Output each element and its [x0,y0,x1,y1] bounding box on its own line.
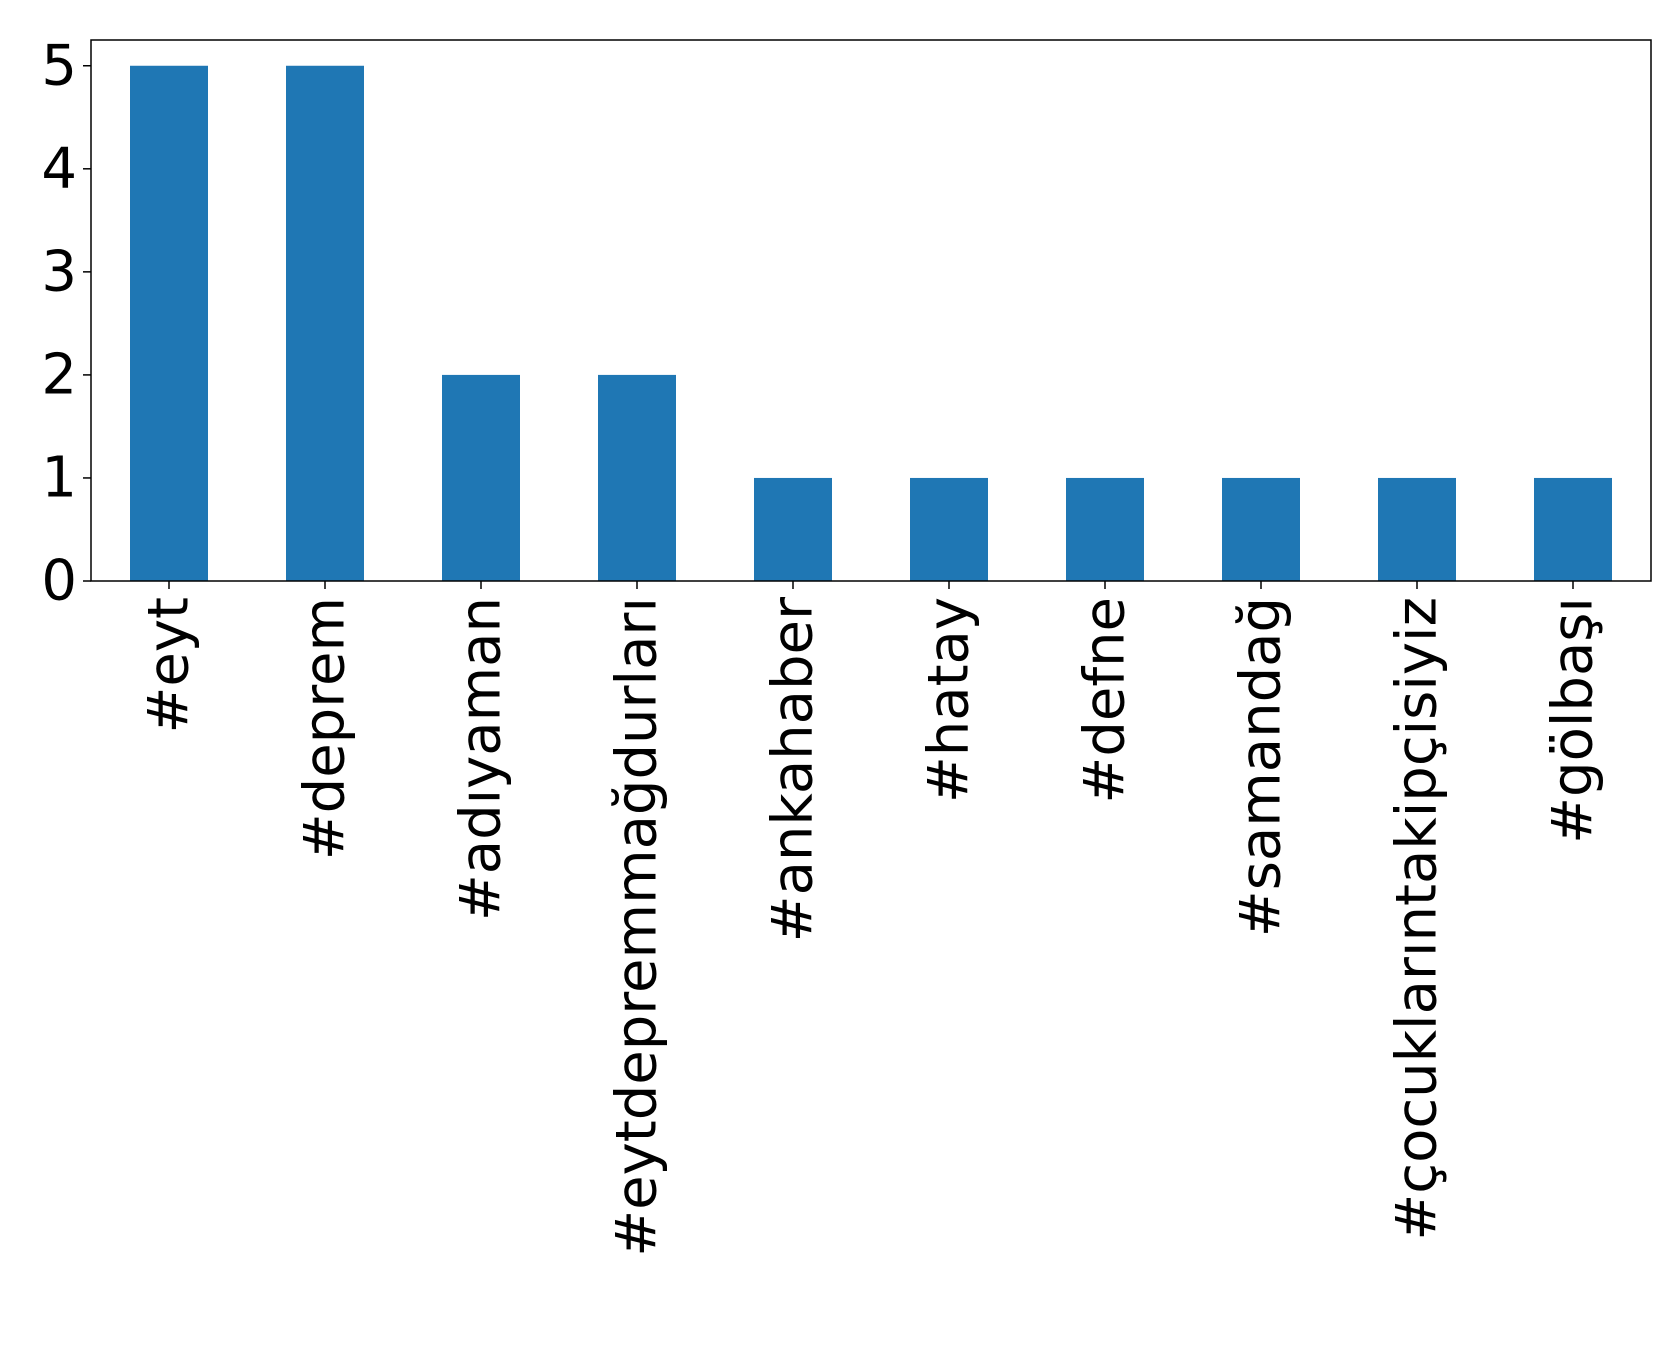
y-axis-ticks: 0 1 2 3 4 5 [41,33,91,614]
bar-1 [130,65,208,581]
x-tick-label: #hatay [917,597,982,803]
y-tick-label: 2 [41,342,77,407]
x-tick-label: #samandağ [1229,597,1294,937]
bar-2 [286,65,364,581]
x-tick-label: #eyt [137,597,202,733]
x-tick-label: #gölbaşı [1541,597,1606,844]
x-tick-label: #adıyaman [449,597,514,921]
y-tick-label: 1 [41,445,77,510]
bars-layer [130,65,1612,581]
y-tick-label: 0 [41,549,77,614]
bar-9 [1378,477,1456,581]
bar-6 [910,477,988,581]
x-tick-label: #eytdepremmağdurları [605,597,670,1257]
x-tick-label: #ankahaber [761,596,826,942]
bar-10 [1534,477,1612,581]
x-tick-label: #defne [1073,597,1138,804]
x-axis-ticks: #eyt #deprem #adıyaman #eytdepremmağdurları… [137,581,1606,1257]
plot-frame [90,39,1652,582]
y-tick-label: 3 [41,239,77,304]
y-tick-label: 4 [41,136,77,201]
x-tick-label: #çocuklarıntakipçisiyiz [1385,597,1450,1241]
bar-4 [598,374,676,581]
bar-5 [754,477,832,581]
y-tick-label: 5 [41,33,77,98]
x-tick-label: #deprem [293,597,358,860]
bar-7 [1066,477,1144,581]
bar-8 [1222,477,1300,581]
bar-3 [442,374,520,581]
